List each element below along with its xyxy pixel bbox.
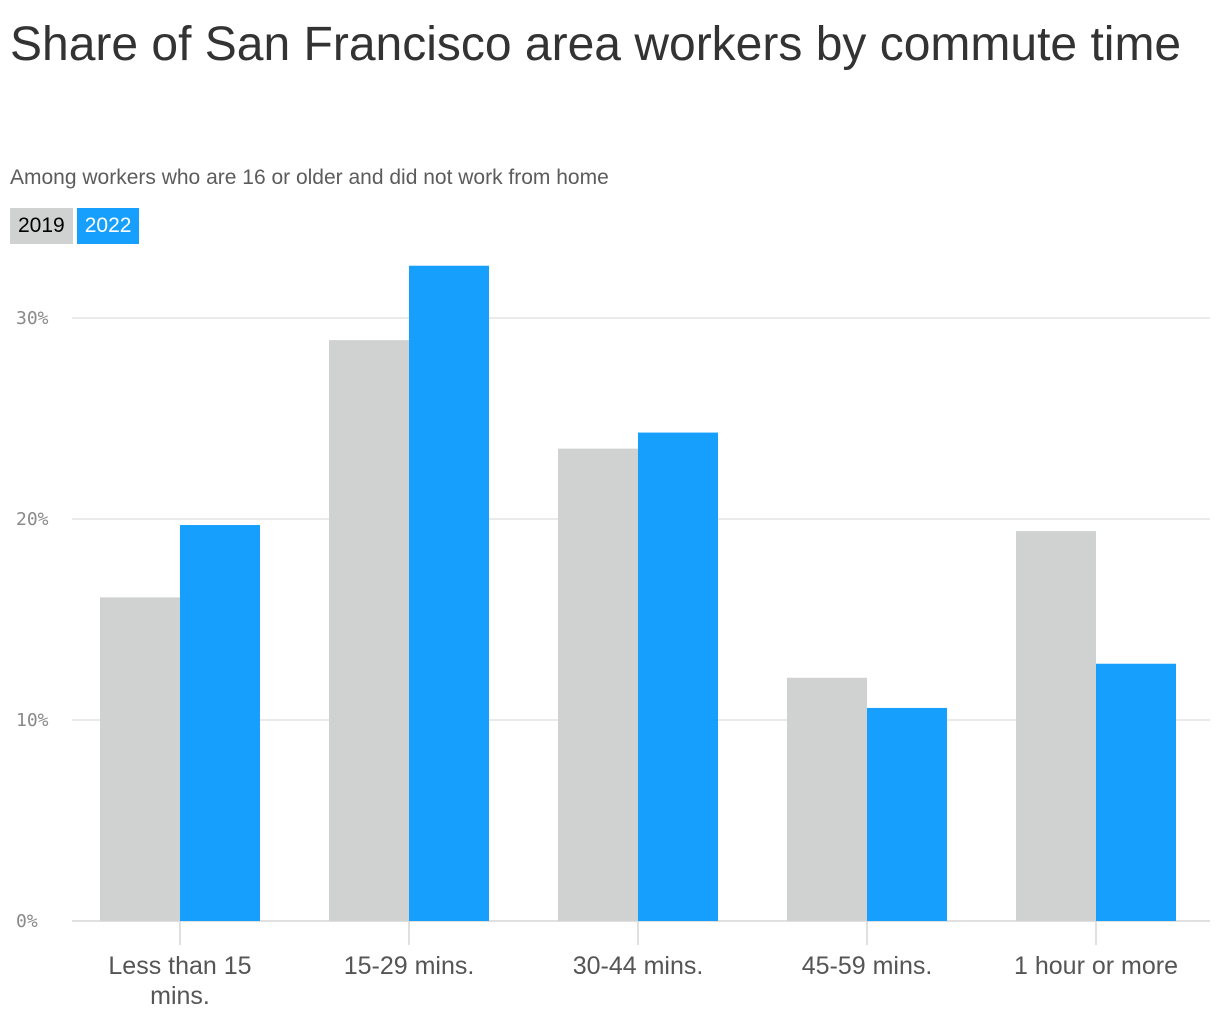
x-category-label-4: 1 hour or more (1014, 952, 1178, 980)
legend: 2019 2022 (10, 208, 140, 244)
bar-2019-1 (329, 340, 409, 921)
y-tick-label-30: 30% (16, 308, 49, 329)
y-tick-label-0: 0% (16, 911, 38, 932)
bar-2022-2 (638, 432, 718, 921)
chart-subtitle: Among workers who are 16 or older and di… (10, 166, 609, 189)
bar-2022-1 (409, 265, 489, 921)
y-tick-label-20: 20% (16, 509, 49, 530)
x-category-label-1: 15-29 mins. (344, 952, 475, 980)
y-tick-label-10: 10% (16, 710, 49, 731)
bar-2022-4 (1096, 663, 1176, 921)
x-category-label-3: 45-59 mins. (802, 952, 933, 980)
bar-2022-0 (180, 525, 260, 921)
bar-2022-3 (867, 707, 947, 921)
bar-2019-4 (1016, 531, 1096, 921)
legend-item-2022: 2022 (76, 208, 140, 244)
x-category-label-0: Less than 15 mins. (108, 952, 251, 1010)
bar-2019-3 (787, 677, 867, 921)
legend-item-2019: 2019 (10, 208, 73, 244)
chart-title: Share of San Francisco area workers by c… (10, 18, 1182, 71)
bar-2019-0 (100, 597, 180, 921)
bar-2019-2 (558, 448, 638, 921)
x-category-label-2: 30-44 mins. (573, 952, 704, 980)
